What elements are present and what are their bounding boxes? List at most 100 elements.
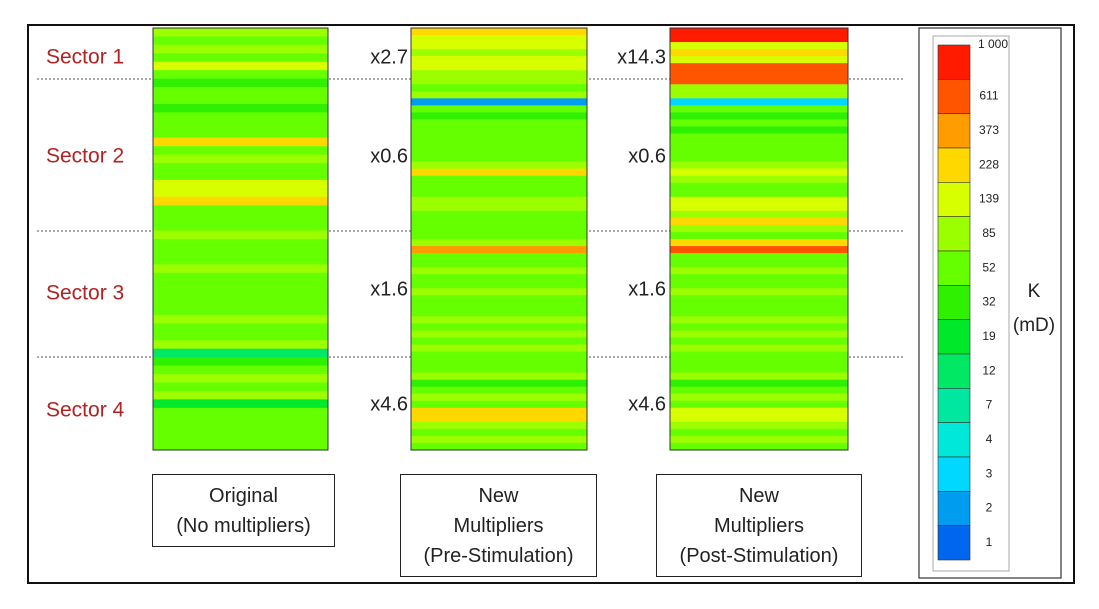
column-border: [669, 27, 849, 451]
layer-cell: [153, 205, 328, 215]
layer-cell: [670, 239, 848, 247]
layer-cell: [153, 70, 328, 80]
colorbar-tick-label: 7: [986, 398, 993, 412]
layer-cell: [411, 274, 587, 282]
colorbar-tick-label: 228: [979, 157, 999, 171]
layer-cell: [411, 442, 587, 451]
multiplier-pre-sector-4: x4.6: [370, 393, 408, 415]
layer-cell: [153, 137, 328, 147]
layer-cell: [153, 382, 328, 392]
layer-cell: [411, 400, 587, 409]
layer-cell: [153, 399, 328, 409]
colorbar-tick-label: 2: [986, 501, 993, 515]
layer-cell: [670, 168, 848, 177]
layer-cell: [411, 105, 587, 113]
layer-cell: [153, 390, 328, 400]
layer-cell: [411, 77, 587, 85]
layer-cell: [153, 44, 328, 54]
layer-cell: [670, 112, 848, 121]
layer-cell: [670, 288, 848, 296]
colorbar-bin: [937, 491, 971, 526]
layer-cell: [670, 330, 848, 339]
heatmap-columns: [152, 27, 849, 451]
multiplier-post-sector-1: x14.3: [617, 46, 666, 68]
layer-cell: [411, 224, 587, 233]
layer-cell: [153, 331, 328, 341]
colorbar-bin: [937, 216, 971, 252]
colorbar-inner-frame: [932, 35, 1010, 572]
layer-cell: [411, 35, 587, 43]
layer-cell: [670, 295, 848, 303]
layer-cell: [153, 239, 328, 249]
colorbar-tick-label: 1 000: [978, 37, 1008, 51]
colorbar-bin: [937, 113, 971, 149]
colorbar-tick-label: 32: [982, 295, 996, 309]
layer-cell: [411, 253, 587, 261]
caption-line: (Post-Stimulation): [679, 544, 839, 567]
layer-cell: [670, 414, 848, 423]
column-border: [152, 27, 329, 451]
layer-cell: [670, 316, 848, 324]
layer-cell: [411, 330, 587, 339]
layer-cell: [411, 91, 587, 99]
layer-cell: [153, 298, 328, 308]
layer-cell: [411, 379, 587, 388]
layer-cell: [670, 196, 848, 205]
layer-cell: [670, 400, 848, 409]
colorbar-bin: [937, 285, 971, 320]
layer-cell: [670, 231, 848, 240]
layer-cell: [153, 323, 328, 333]
layer-cell: [153, 120, 328, 130]
layer-cell: [153, 230, 328, 240]
layer-cell: [411, 70, 587, 78]
colorbar-bin: [937, 353, 971, 389]
caption-original: Original (No multipliers): [152, 474, 335, 547]
layer-cell: [670, 70, 848, 78]
layer-cell: [153, 95, 328, 105]
layer-cell: [153, 374, 328, 384]
layer-cell: [411, 56, 587, 64]
layer-cell: [153, 78, 328, 88]
layer-cell: [670, 386, 848, 395]
layer-cell: [411, 231, 587, 240]
colorbar-tick-label: 1: [986, 535, 993, 549]
layer-cell: [411, 295, 587, 303]
layer-cell: [153, 179, 328, 189]
layer-cell: [411, 175, 587, 184]
layer-cell: [153, 348, 328, 358]
layer-cell: [670, 217, 848, 226]
layer-cell: [411, 372, 587, 381]
layer-cell: [411, 428, 587, 437]
layer-cell: [153, 28, 328, 38]
layer-cell: [411, 112, 587, 121]
layer-cell: [411, 316, 587, 324]
layer-cell: [411, 365, 587, 374]
layer-cell: [411, 344, 587, 353]
layer-cell: [411, 302, 587, 310]
colorbar-bin: [937, 79, 971, 114]
layer-cell: [153, 247, 328, 257]
colorbar-bin: [937, 182, 971, 217]
colorbar-bin: [937, 388, 971, 423]
layer-cell: [670, 337, 848, 346]
layer-cell: [670, 140, 848, 149]
layer-cell: [153, 87, 328, 97]
layer-cell: [670, 274, 848, 282]
layer-cell: [670, 302, 848, 310]
layer-cell: [153, 289, 328, 299]
colorbar-bin: [937, 319, 971, 355]
layer-cell: [411, 140, 587, 149]
layer-cell: [153, 424, 328, 434]
column-border: [410, 27, 588, 451]
layer-cell: [670, 323, 848, 332]
layer-cell: [411, 239, 587, 247]
layer-cell: [411, 210, 587, 219]
layer-cell: [670, 84, 848, 92]
layer-cell: [411, 28, 587, 36]
multiplier-pre-sector-3: x1.6: [370, 278, 408, 300]
layer-cell: [670, 203, 848, 212]
colorbar-bin: [937, 525, 971, 561]
caption-line: Original: [209, 484, 278, 507]
layer-cell: [670, 260, 848, 268]
layer-cell: [411, 260, 587, 268]
